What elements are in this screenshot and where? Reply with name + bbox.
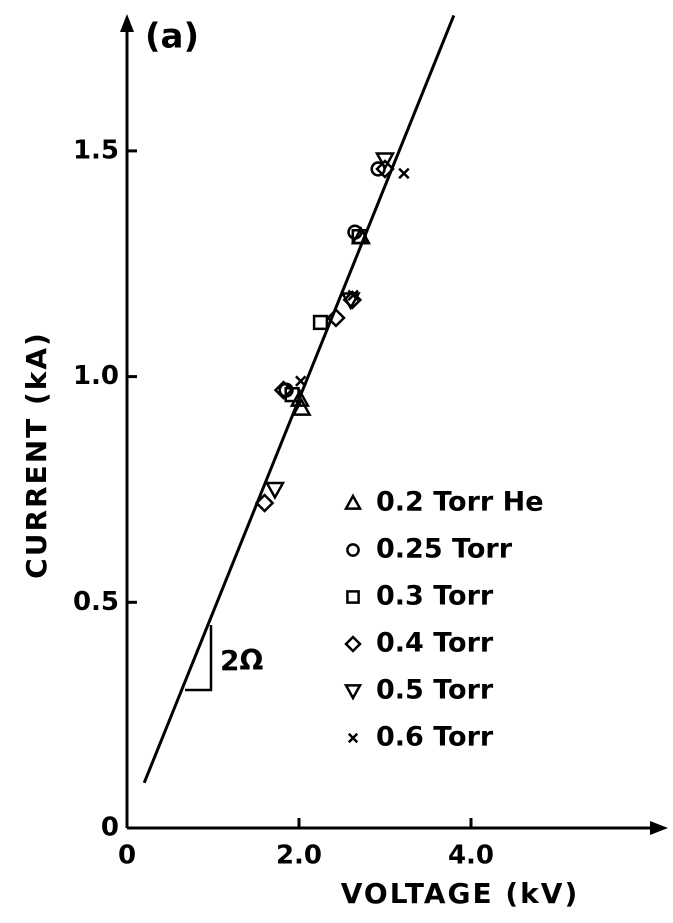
- y-axis-label: CURRENT (kA): [20, 331, 53, 579]
- legend-label: 0.25 Torr: [376, 534, 513, 565]
- x-axis-label: VOLTAGE (kV): [341, 877, 580, 910]
- marker: [312, 314, 329, 331]
- marker: [343, 493, 363, 510]
- y-tick-label: 0: [101, 813, 119, 843]
- marker: [346, 543, 360, 557]
- marker: [375, 159, 395, 179]
- marker: [347, 289, 359, 302]
- x-tick-label: 0: [118, 841, 136, 871]
- marker: [344, 635, 362, 653]
- marker: [295, 375, 307, 387]
- legend-label: 0.2 Torr He: [376, 487, 544, 518]
- y-arrow: [120, 14, 134, 32]
- marker: [343, 684, 363, 701]
- marker: [398, 167, 410, 180]
- y-tick-label: 1.5: [73, 135, 119, 165]
- legend-label: 0.6 Torr: [376, 722, 494, 753]
- marker: [374, 152, 396, 171]
- legend-label: 0.4 Torr: [376, 628, 494, 659]
- legend-label: 0.5 Torr: [376, 675, 494, 706]
- slope-triangle: [185, 625, 213, 692]
- x-tick-label: 2.0: [276, 841, 322, 871]
- y-tick-label: 0.5: [73, 587, 119, 617]
- marker: [347, 224, 363, 240]
- marker: [346, 590, 360, 604]
- x-arrow: [650, 821, 668, 835]
- marker: [351, 229, 367, 245]
- marker: [347, 732, 359, 744]
- x-tick-label: 4.0: [448, 841, 494, 871]
- y-tick-label: 1.0: [73, 361, 119, 391]
- marker: [326, 308, 346, 328]
- marker: [264, 481, 286, 501]
- marker: [273, 380, 294, 400]
- legend-label: 0.3 Torr: [376, 581, 494, 612]
- panel-label: (a): [145, 17, 199, 57]
- slope-label: 2Ω: [220, 644, 263, 677]
- marker: [291, 397, 312, 416]
- marker: [254, 493, 275, 513]
